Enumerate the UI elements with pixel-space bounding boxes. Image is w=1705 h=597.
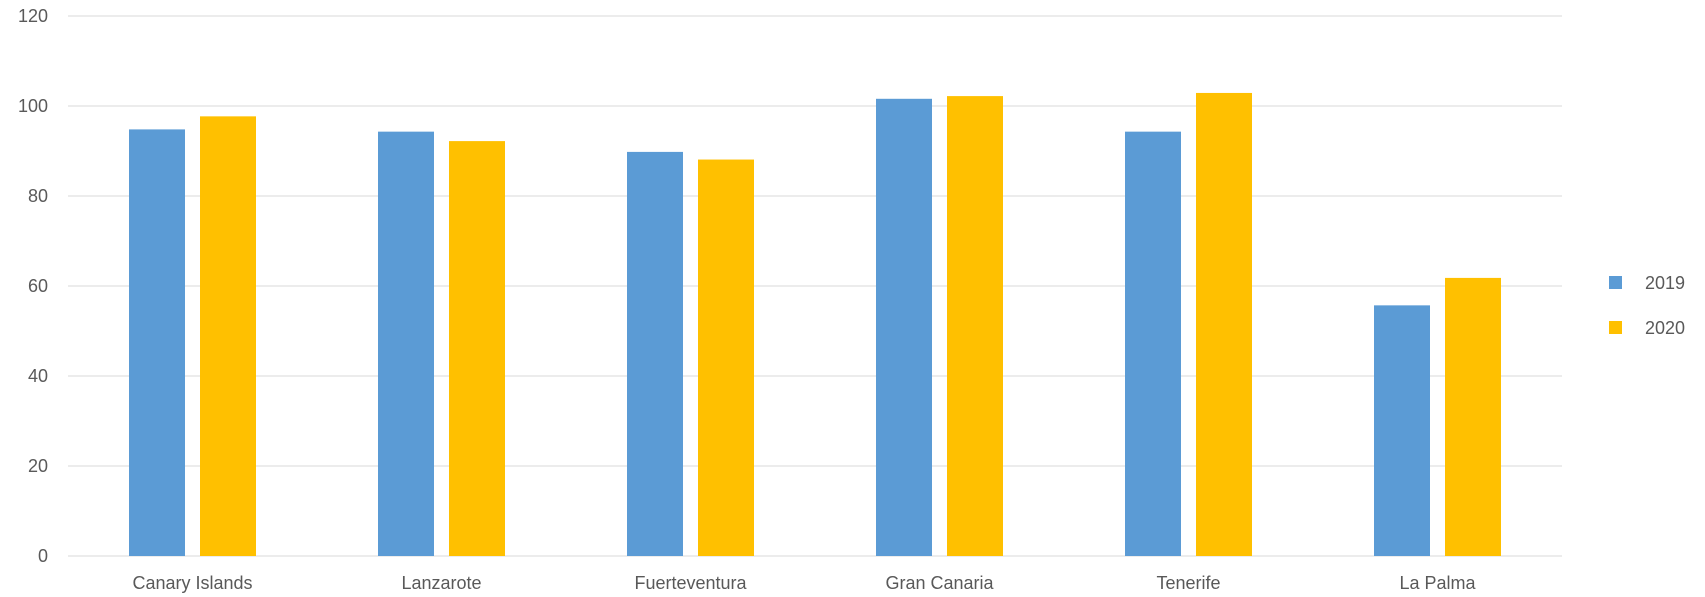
x-category-label: Fuerteventura	[634, 573, 747, 593]
legend-swatch-2019	[1609, 276, 1622, 289]
bar-2019-gran-canaria	[876, 98, 932, 557]
y-tick-label: 100	[18, 96, 48, 116]
bar-2020-tenerife	[1196, 92, 1252, 556]
legend-label-2019: 2019	[1645, 273, 1685, 293]
legend-swatch-2020	[1609, 321, 1622, 334]
bar-2020-fuerteventura	[698, 159, 754, 557]
y-axis-tick-labels: 0 20 40 60 80 100 120	[18, 6, 48, 566]
gridlines	[68, 15, 1562, 557]
bar-2020-canary-islands	[200, 116, 256, 556]
y-tick-label: 0	[38, 546, 48, 566]
bar-2019-tenerife	[1125, 131, 1181, 556]
bar-2020-gran-canaria	[947, 96, 1003, 556]
bar-2019-fuerteventura	[627, 151, 683, 556]
bar-2020-lanzarote	[449, 141, 505, 556]
x-category-label: Tenerife	[1156, 573, 1220, 593]
x-category-label: Canary Islands	[132, 573, 252, 593]
x-category-label: Gran Canaria	[885, 573, 994, 593]
y-tick-label: 40	[28, 366, 48, 386]
bar-2019-canary-islands	[129, 129, 185, 556]
legend: 2019 2020	[1609, 273, 1685, 338]
y-tick-label: 80	[28, 186, 48, 206]
y-tick-label: 20	[28, 456, 48, 476]
x-axis-category-labels: Canary Islands Lanzarote Fuerteventura Gran…	[132, 573, 1476, 593]
x-category-label: La Palma	[1399, 573, 1476, 593]
bars	[129, 92, 1501, 557]
y-tick-label: 60	[28, 276, 48, 296]
legend-label-2020: 2020	[1645, 318, 1685, 338]
bar-2019-la-palma	[1374, 305, 1430, 556]
bar-2019-lanzarote	[378, 131, 434, 556]
bar-2020-la-palma	[1445, 277, 1501, 556]
y-tick-label: 120	[18, 6, 48, 26]
x-category-label: Lanzarote	[401, 573, 481, 593]
